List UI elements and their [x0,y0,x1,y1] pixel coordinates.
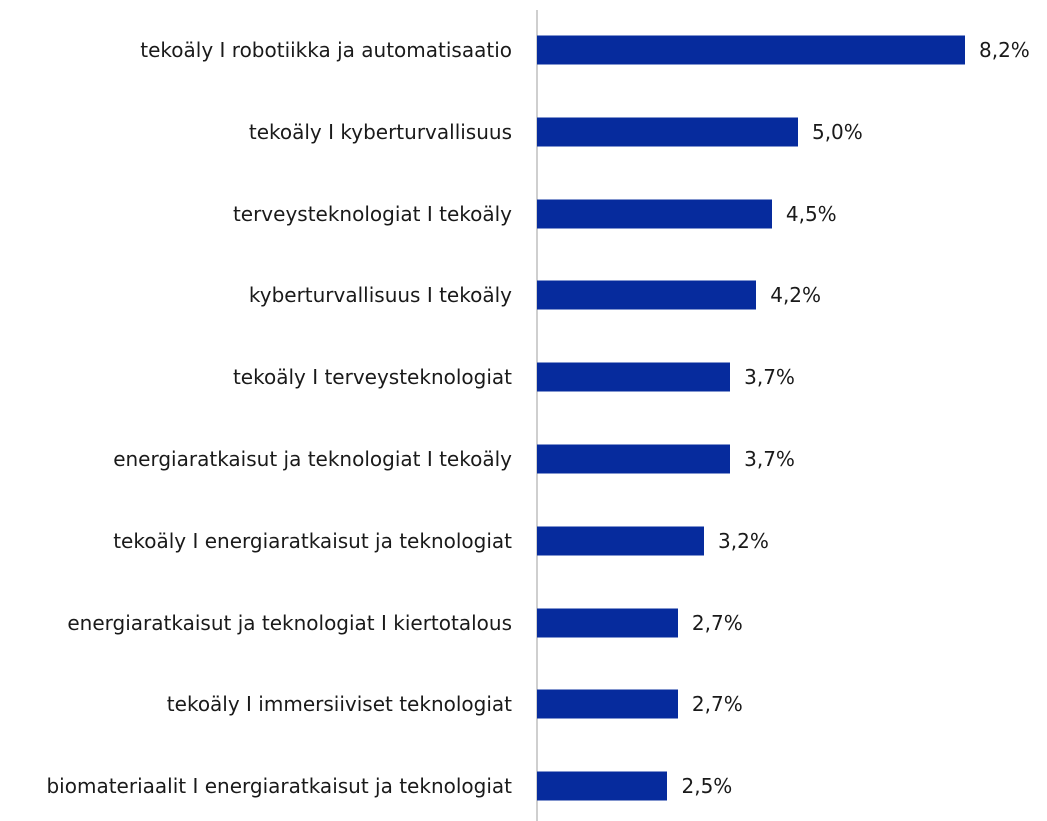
bar [537,362,731,392]
category-text: energiaratkaisut ja teknologiat I tekoäl… [113,447,512,471]
bar [537,771,668,801]
category-text: tekoäly I robotiikka ja automatisaatio [140,38,512,62]
category-text: tekoäly I terveysteknologiat [232,365,512,390]
value-label: 3,7% [744,365,795,390]
category-label: tekoäly I energiaratkaisut ja teknologia… [0,528,512,554]
category-label: tekoäly I robotiikka ja automatisaatio [0,37,512,63]
category-label: energiaratkaisut ja teknologiat I kierto… [0,610,512,636]
value-label: 8,2% [979,38,1030,62]
category-label: tekoäly I kyberturvallisuus [0,119,512,145]
bar [537,526,705,556]
bar [537,199,772,229]
value-label: 2,7% [691,692,743,717]
axis-line [536,10,538,821]
value-label: 4,5% [785,201,837,226]
value-label: 2,7% [691,610,743,635]
bar [537,444,731,474]
category-text: terveysteknologiat I tekoäly [232,201,512,226]
category-text: tekoäly I energiaratkaisut ja teknologia… [113,528,512,553]
bar [537,280,757,310]
category-text: kyberturvallisuus I tekoäly [248,283,512,308]
category-label: tekoäly I terveysteknologiat [0,364,512,390]
value-label: 3,2% [718,528,769,553]
value-label: 5,0% [811,119,863,144]
bar [537,35,965,65]
category-text: tekoäly I kyberturvallisuus [248,119,512,144]
bar [537,689,678,719]
category-text: tekoäly I immersiiviset teknologiat [166,692,512,717]
category-text: biomateriaalit I energiaratkaisut ja tek… [46,774,512,799]
category-text: energiaratkaisut ja teknologiat I kierto… [67,610,512,635]
category-label: biomateriaalit I energiaratkaisut ja tek… [0,773,512,799]
value-label: 4,2% [770,283,822,308]
bar [537,608,678,638]
category-label: energiaratkaisut ja teknologiat I tekoäl… [0,446,512,472]
category-label: kyberturvallisuus I tekoäly [0,282,512,308]
bar [537,117,798,147]
category-label: terveysteknologiat I tekoäly [0,201,512,227]
value-label: 2,5% [681,774,733,799]
value-label: 3,7% [744,447,795,471]
category-label: tekoäly I immersiiviset teknologiat [0,691,512,717]
